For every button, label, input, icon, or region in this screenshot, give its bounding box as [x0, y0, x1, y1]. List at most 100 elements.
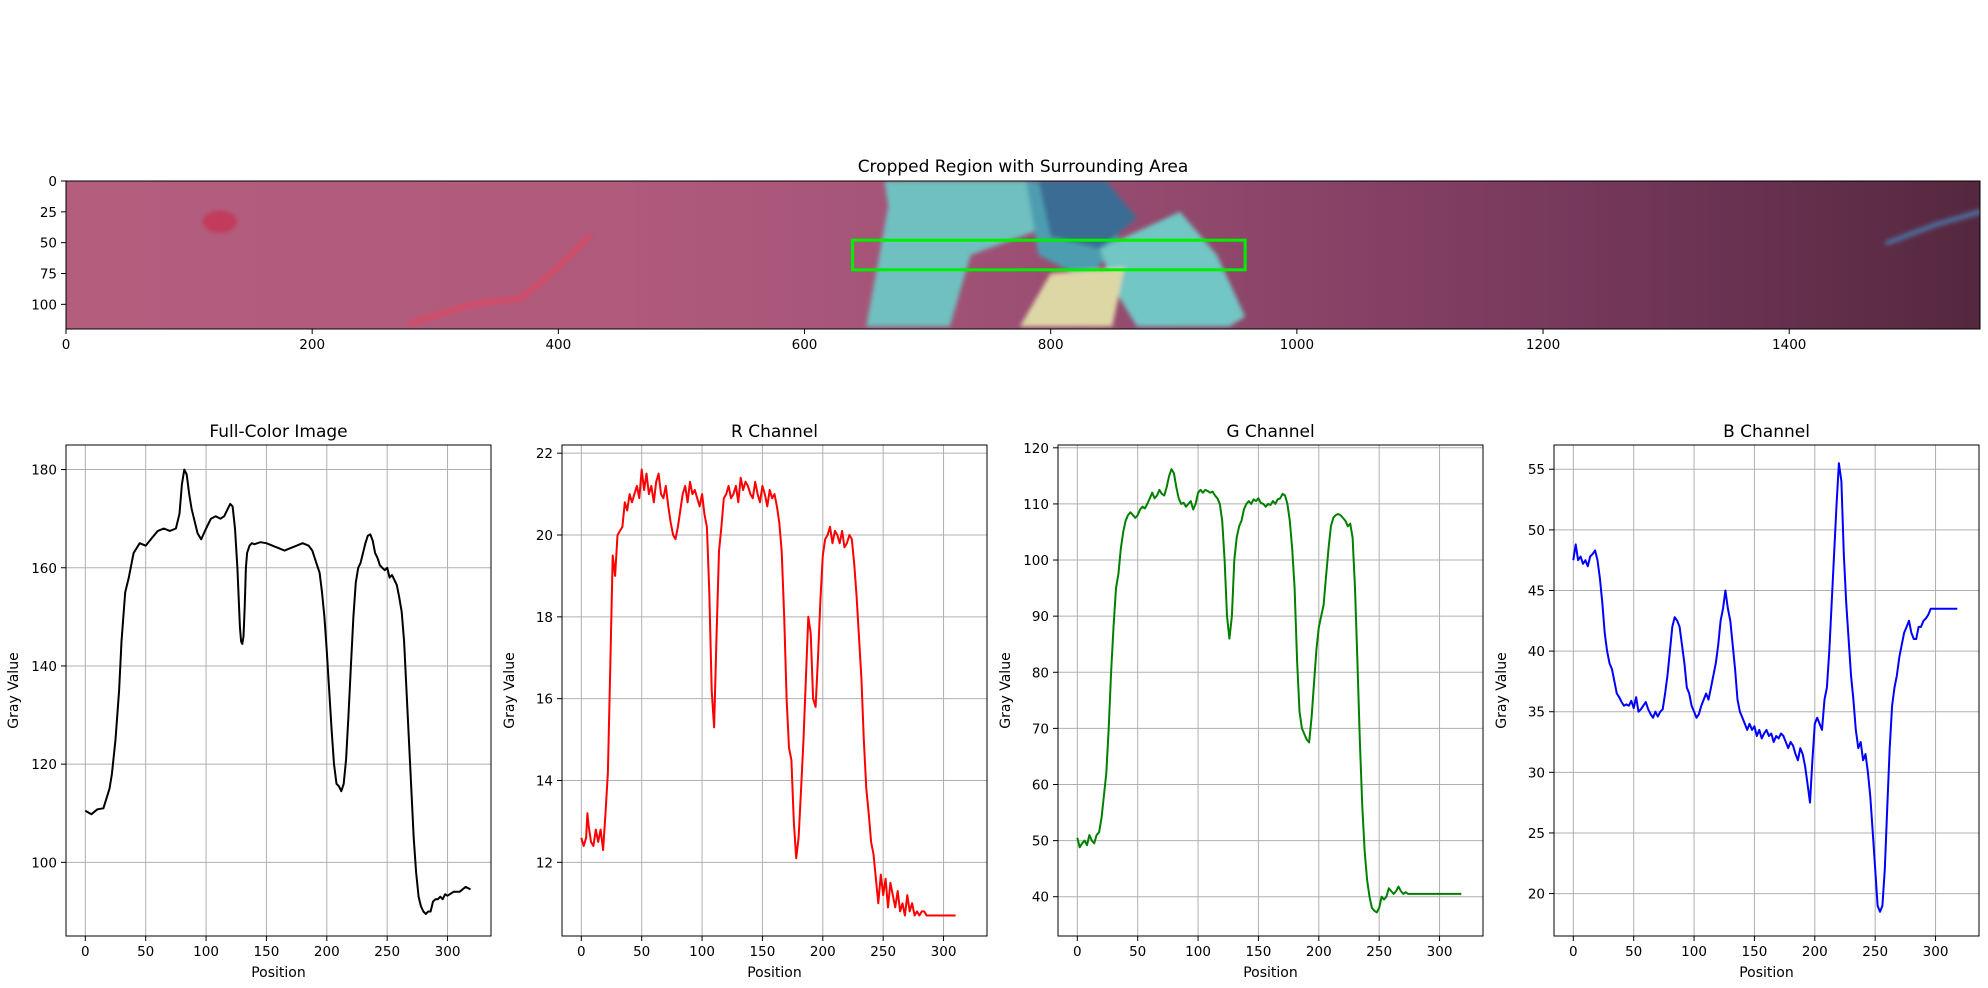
- b-channel-x-tick-label: 250: [1862, 944, 1888, 960]
- r-channel-title: R Channel: [731, 422, 818, 442]
- g-channel-y-tick-label: 120: [1023, 441, 1049, 457]
- full-color-y-axis-label: Gray Value: [6, 652, 22, 728]
- r-channel-y-tick-label: 18: [536, 610, 553, 626]
- b-channel-x-tick-label: 50: [1625, 944, 1642, 960]
- b-channel-title: B Channel: [1723, 422, 1810, 442]
- full-color-y-tick-label: 100: [31, 855, 57, 871]
- image-title: Cropped Region with Surrounding Area: [858, 157, 1189, 177]
- full-color-x-tick-label: 50: [137, 944, 154, 960]
- r-channel-y-tick-label: 12: [536, 855, 553, 871]
- b-channel-y-tick-label: 25: [1528, 826, 1545, 842]
- g-channel-y-axis-label: Gray Value: [998, 652, 1014, 728]
- image-y-tick-label: 75: [40, 267, 57, 283]
- b-channel-y-tick-label: 40: [1528, 644, 1545, 660]
- g-channel-x-tick-label: 50: [1129, 944, 1146, 960]
- image-x-tick-label: 0: [62, 337, 71, 353]
- image-x-tick-label: 400: [545, 337, 571, 353]
- image-x-tick-label: 1200: [1526, 337, 1560, 353]
- full-color-x-axis-label: Position: [251, 965, 306, 981]
- g-channel-panel: 0 50 100 150 200 250 300 40 50 60 70 80 90 100 110 120 G…: [998, 422, 1484, 981]
- g-channel-y-tick-label: 70: [1032, 721, 1049, 737]
- g-channel-x-axis-label: Position: [1243, 965, 1298, 981]
- b-channel-series-line: [1572, 462, 1958, 913]
- r-channel-y-axis-label: Gray Value: [502, 652, 518, 728]
- b-channel-x-tick-label: 100: [1681, 944, 1707, 960]
- g-channel-y-tick-label: 100: [1023, 553, 1049, 569]
- image-x-tick-label: 1000: [1280, 337, 1314, 353]
- image-y-tick-label: 25: [40, 205, 57, 221]
- full-color-x-tick-label: 150: [254, 944, 280, 960]
- micrograph-image: [66, 181, 1980, 329]
- image-streak-8: [1885, 209, 1980, 246]
- r-channel-x-tick-label: 100: [689, 944, 715, 960]
- image-x-tick-label: 600: [792, 337, 818, 353]
- image-streak-6: [408, 234, 592, 326]
- g-channel-y-tick-label: 60: [1032, 777, 1049, 793]
- image-y-tick-label: 0: [48, 174, 57, 190]
- r-channel-x-tick-label: 150: [750, 944, 776, 960]
- b-channel-axes-frame: [1553, 444, 1980, 937]
- b-channel-y-tick-label: 45: [1528, 583, 1545, 599]
- g-channel-x-tick-label: 0: [1073, 944, 1082, 960]
- full-color-x-tick-label: 0: [81, 944, 90, 960]
- b-channel-x-tick-label: 150: [1742, 944, 1768, 960]
- r-channel-x-tick-label: 200: [810, 944, 836, 960]
- r-channel-x-tick-label: 0: [577, 944, 586, 960]
- b-channel-y-tick-label: 50: [1528, 523, 1545, 539]
- full-color-title: Full-Color Image: [209, 422, 347, 442]
- image-panel: Cropped Region with Surrounding Area 0 200…: [31, 157, 1981, 353]
- image-flake-1: [866, 181, 1039, 327]
- full-color-x-tick-label: 250: [374, 944, 400, 960]
- image-frame: [65, 180, 1981, 330]
- full-color-panel: 0 50 100 150 200 250 300 100 120 140 160 180 Full-Co…: [6, 422, 492, 981]
- r-channel-x-axis-label: Position: [747, 965, 802, 981]
- r-channel-y-tick-label: 16: [536, 692, 553, 708]
- g-channel-y-tick-label: 50: [1032, 834, 1049, 850]
- full-color-y-tick-label: 160: [31, 561, 57, 577]
- r-channel-x-tick-label: 300: [931, 944, 957, 960]
- b-channel-x-tick-label: 0: [1569, 944, 1578, 960]
- full-color-x-tick-label: 100: [193, 944, 219, 960]
- g-channel-x-tick-label: 150: [1246, 944, 1272, 960]
- g-channel-y-tick-label: 110: [1023, 497, 1049, 513]
- image-flake-4: [1019, 267, 1125, 327]
- r-channel-series-line: [580, 468, 956, 917]
- r-channel-y-tick-label: 22: [536, 446, 553, 462]
- g-channel-axes-frame: [1057, 444, 1484, 937]
- b-channel-y-axis-label: Gray Value: [1494, 652, 1510, 728]
- full-color-y-tick-label: 180: [31, 463, 57, 479]
- g-channel-series-line: [1076, 468, 1462, 914]
- r-channel-y-tick-label: 14: [536, 774, 553, 790]
- r-channel-panel: 0 50 100 150 200 250 300 12 14 16 18 20 22 R Channel P…: [502, 422, 988, 981]
- b-channel-y-tick-label: 20: [1528, 887, 1545, 903]
- g-channel-x-tick-label: 250: [1366, 944, 1392, 960]
- image-y-tick-label: 50: [40, 236, 57, 252]
- b-channel-y-tick-label: 35: [1528, 705, 1545, 721]
- b-channel-y-tick-label: 30: [1528, 765, 1545, 781]
- g-channel-y-tick-label: 90: [1032, 609, 1049, 625]
- b-channel-x-axis-label: Position: [1739, 965, 1794, 981]
- b-channel-panel: 0 50 100 150 200 250 300 20 25 30 35 40 45 50 55 B Chan…: [1494, 422, 1980, 981]
- image-x-tick-label: 200: [299, 337, 325, 353]
- image-x-tick-label: 800: [1038, 337, 1064, 353]
- image-y-tick-label: 100: [31, 297, 57, 313]
- full-color-x-tick-label: 300: [435, 944, 461, 960]
- g-channel-x-tick-label: 200: [1306, 944, 1332, 960]
- full-color-axes-frame: [65, 444, 492, 937]
- image-x-tick-label: 1400: [1772, 337, 1806, 353]
- r-channel-axes-frame: [561, 444, 988, 937]
- r-channel-y-tick-label: 20: [536, 528, 553, 544]
- image-spot-7: [202, 210, 238, 233]
- b-channel-y-tick-label: 55: [1528, 462, 1545, 478]
- r-channel-x-tick-label: 250: [870, 944, 896, 960]
- image-flake-5: [1038, 181, 1137, 249]
- highlight-box: [851, 238, 1247, 272]
- g-channel-x-tick-label: 100: [1185, 944, 1211, 960]
- full-color-y-tick-label: 120: [31, 757, 57, 773]
- g-channel-x-tick-label: 300: [1427, 944, 1453, 960]
- b-channel-x-tick-label: 200: [1802, 944, 1828, 960]
- r-channel-x-tick-label: 50: [633, 944, 650, 960]
- full-color-y-tick-label: 140: [31, 659, 57, 675]
